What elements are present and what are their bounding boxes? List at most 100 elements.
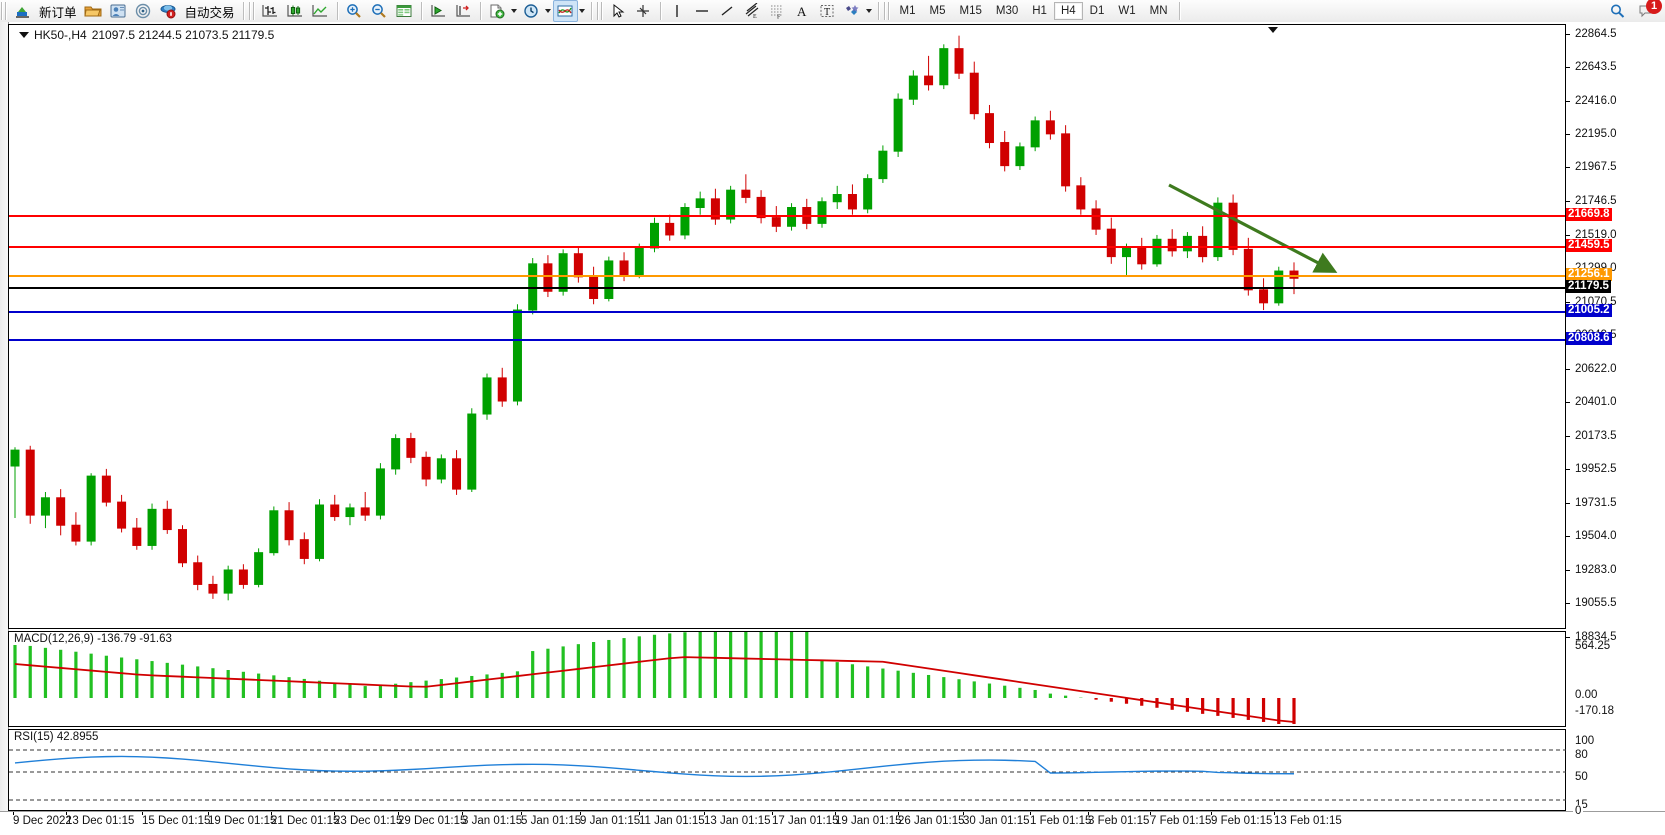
price-tick-label: 20401.0 <box>1573 396 1619 408</box>
autotrading-icon[interactable] <box>156 0 181 22</box>
level-line-pivot[interactable] <box>9 275 1565 277</box>
chart-area[interactable]: HK50-,H4 21097.5 21244.5 21073.5 21179.5… <box>0 22 1665 834</box>
zoom-out-icon[interactable] <box>367 0 392 22</box>
ohlc-values: 21097.5 21244.5 21073.5 21179.5 <box>92 28 275 42</box>
time-tick <box>521 812 522 815</box>
time-tick <box>1211 812 1212 815</box>
toolbar-grip-3[interactable] <box>597 2 604 20</box>
time-tick <box>835 812 836 815</box>
time-tick <box>271 812 272 815</box>
price-tag-resistance-2: 21459.5 <box>1566 239 1612 252</box>
horizontal-line-icon[interactable] <box>690 0 715 22</box>
level-line-support-2[interactable] <box>9 339 1565 341</box>
price-tick-label: 21746.5 <box>1573 195 1619 207</box>
time-axis-label: 23 Dec 01:15 <box>334 815 402 827</box>
time-tick <box>639 812 640 815</box>
svg-text:E: E <box>753 14 757 19</box>
toolbar-grip-2[interactable] <box>249 2 256 20</box>
add-indicator-icon[interactable] <box>485 0 510 22</box>
price-tick <box>1566 503 1570 504</box>
equidistant-channel-icon[interactable]: E <box>740 0 765 22</box>
timeframe-d1[interactable]: D1 <box>1083 2 1112 20</box>
time-axis-label: 30 Jan 01:15 <box>963 815 1030 827</box>
shapes-icon[interactable] <box>840 0 865 22</box>
toolbar-separator-2 <box>337 2 338 20</box>
price-tag-support-1: 21005.2 <box>1566 304 1612 317</box>
alerts-icon[interactable]: 1 <box>1634 0 1659 22</box>
time-tick <box>1274 812 1275 815</box>
toolbar-separator <box>243 2 244 20</box>
period-icon[interactable] <box>519 0 544 22</box>
bar-chart-icon[interactable] <box>258 0 283 22</box>
new-order-icon[interactable] <box>10 0 35 22</box>
templates-icon[interactable] <box>553 0 578 22</box>
text-label-icon[interactable]: A <box>790 0 815 22</box>
timeframe-mn[interactable]: MN <box>1143 2 1175 20</box>
auto-trading-label[interactable]: 自动交易 <box>181 2 239 21</box>
timeframe-w1[interactable]: W1 <box>1111 2 1142 20</box>
trendline-icon[interactable] <box>715 0 740 22</box>
folder-icon[interactable] <box>81 0 106 22</box>
price-tick-label: 20173.5 <box>1573 430 1619 442</box>
level-line-support-1[interactable] <box>9 311 1565 313</box>
level-line-resistance-1[interactable] <box>9 215 1565 217</box>
macd-label: MACD(12,26,9) -136.79 -91.63 <box>12 633 174 645</box>
level-line-last-price[interactable] <box>9 287 1565 289</box>
shapes-dropdown-arrow[interactable] <box>865 2 874 20</box>
price-tick <box>1566 402 1570 403</box>
search-icon[interactable] <box>1605 0 1630 22</box>
timeframe-h1[interactable]: H1 <box>1025 2 1054 20</box>
toolbar-separator-6 <box>660 2 661 20</box>
profile-icon[interactable] <box>106 0 131 22</box>
crosshair-icon[interactable] <box>631 0 656 22</box>
time-tick <box>13 812 14 815</box>
toolbar-grip-4[interactable] <box>884 2 891 20</box>
new-order-label[interactable]: 新订单 <box>35 2 81 21</box>
price-tick <box>1566 536 1570 537</box>
svg-text:A: A <box>797 4 807 19</box>
price-tick <box>1566 167 1570 168</box>
rsi-panel[interactable]: RSI(15) 42.8955 <box>8 729 1566 811</box>
timeframe-m5[interactable]: M5 <box>923 2 953 20</box>
time-axis-label: 29 Dec 01:15 <box>398 815 466 827</box>
signals-icon[interactable] <box>131 0 156 22</box>
zoom-in-icon[interactable] <box>342 0 367 22</box>
add-indicator-dropdown-arrow[interactable] <box>510 2 519 20</box>
timeframe-m15[interactable]: M15 <box>953 2 989 20</box>
level-line-resistance-2[interactable] <box>9 246 1565 248</box>
toolbar-separator-5 <box>591 2 592 20</box>
timeframe-m1[interactable]: M1 <box>893 2 923 20</box>
line-chart-icon[interactable] <box>308 0 333 22</box>
vertical-line-icon[interactable] <box>665 0 690 22</box>
price-panel[interactable]: HK50-,H4 21097.5 21244.5 21073.5 21179.5 <box>8 24 1566 629</box>
toolbar-separator-7 <box>878 2 879 20</box>
toolbar-grip[interactable] <box>1 2 8 20</box>
price-tick <box>1566 637 1570 638</box>
timeframe-h4[interactable]: H4 <box>1054 2 1083 20</box>
alert-count-badge: 1 <box>1646 0 1662 14</box>
price-tick <box>1566 436 1570 437</box>
cursor-icon[interactable] <box>606 0 631 22</box>
rsi-line-svg <box>9 730 1567 810</box>
price-tick <box>1566 201 1570 202</box>
shift-start-icon[interactable] <box>426 0 451 22</box>
chart-symbol-info: HK50-,H4 21097.5 21244.5 21073.5 21179.5 <box>19 28 274 42</box>
macd-panel[interactable]: MACD(12,26,9) -136.79 -91.63 <box>8 631 1566 727</box>
timeframe-m30[interactable]: M30 <box>989 2 1025 20</box>
time-tick <box>142 812 143 815</box>
candlestick-chart-icon[interactable] <box>283 0 308 22</box>
shift-end-icon[interactable] <box>451 0 476 22</box>
templates-dropdown-arrow[interactable] <box>578 2 587 20</box>
time-tick <box>66 812 67 815</box>
fibonacci-icon[interactable]: F <box>765 0 790 22</box>
period-dropdown-arrow[interactable] <box>544 2 553 20</box>
price-tick-label: 19504.0 <box>1573 530 1619 542</box>
data-window-icon[interactable] <box>392 0 417 22</box>
chart-caret-icon[interactable] <box>19 32 29 38</box>
time-tick <box>208 812 209 815</box>
down-trend-arrow[interactable] <box>9 25 1567 628</box>
text-box-icon[interactable]: T <box>815 0 840 22</box>
price-tick <box>1566 101 1570 102</box>
